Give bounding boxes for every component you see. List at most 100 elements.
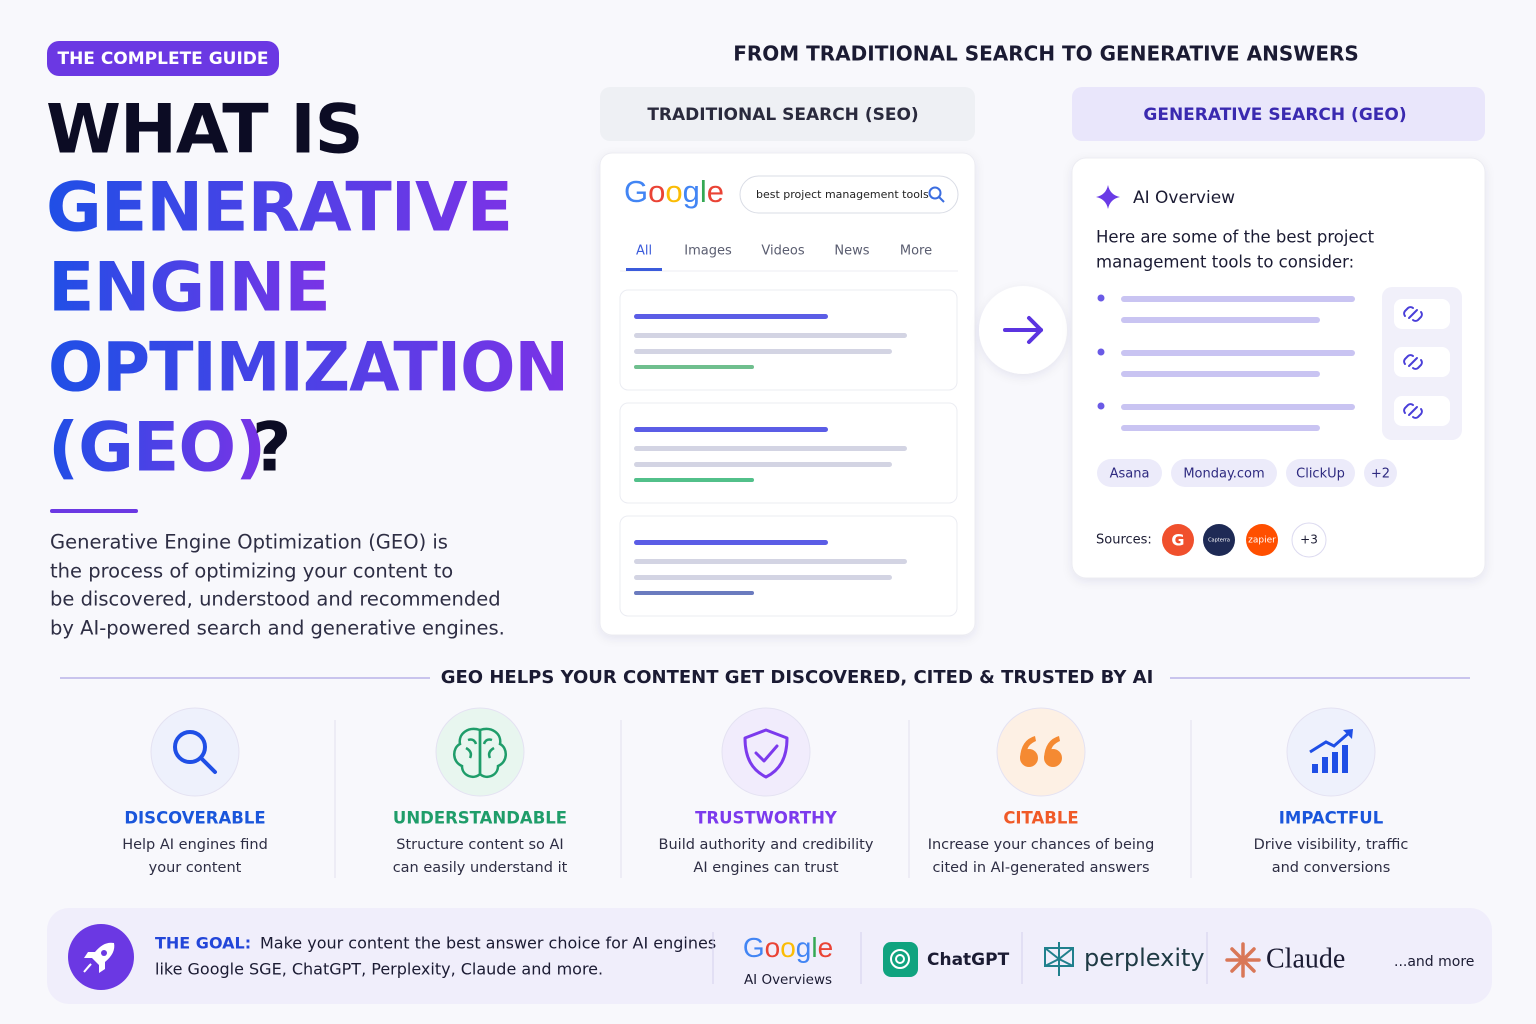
source-icon [1162, 524, 1194, 556]
result-line [634, 591, 754, 595]
result-line [634, 575, 892, 580]
search-tab: Videos [761, 244, 804, 259]
source-name: zapier [1248, 536, 1276, 546]
perplexity-icon [1044, 942, 1074, 976]
result-card [619, 402, 958, 504]
search-tab: All [636, 244, 652, 259]
rocket-icon [83, 942, 115, 973]
description-line: the process of optimizing your content t… [50, 560, 453, 583]
tool-pill [1171, 459, 1277, 487]
answer-line [1121, 371, 1320, 377]
source-icon [1203, 524, 1235, 556]
google-logo: Google [743, 932, 833, 963]
overview-intro: management tools to consider: [1096, 253, 1354, 272]
benefit-text: cited in AI-generated answers [932, 860, 1149, 876]
tool-name: ClickUp [1296, 467, 1345, 482]
arrow-icon [1003, 316, 1043, 344]
benefit-title: CITABLE [1003, 809, 1078, 828]
engine-sub: AI Overviews [744, 972, 832, 988]
title-end: ? [252, 409, 290, 488]
answer-line [1121, 404, 1355, 410]
quote-icon [1020, 736, 1062, 767]
title-underline [50, 509, 138, 513]
search-tab: Images [684, 244, 732, 259]
title-intro: WHAT IS [46, 91, 363, 170]
description-line: by AI-powered search and generative engi… [50, 617, 505, 640]
result-line [634, 427, 828, 432]
chatgpt-icon [883, 942, 918, 977]
result-line [634, 478, 754, 482]
benefits-heading: GEO HELPS YOUR CONTENT GET DISCOVERED, C… [441, 667, 1154, 688]
answer-line [1121, 317, 1320, 323]
title-highlight: OPTIMIZATION [48, 329, 568, 408]
discover-icon [173, 730, 217, 774]
engine-name: ChatGPT [927, 950, 1010, 970]
traditional-label: TRADITIONAL SEARCH (SEO) [647, 105, 918, 125]
title-highlight: ENGINE [48, 249, 330, 328]
benefit-text: can easily understand it [393, 860, 568, 876]
shield-icon [743, 728, 789, 779]
link-icon [1403, 403, 1423, 419]
engine-name: Claude [1266, 943, 1345, 974]
goal-more: ...and more [1394, 954, 1474, 970]
overview-title: AI Overview [1133, 188, 1235, 208]
comparison-heading: FROM TRADITIONAL SEARCH TO GENERATIVE AN… [733, 42, 1359, 66]
bullet [1097, 294, 1105, 302]
badge: THE COMPLETE GUIDE [57, 49, 268, 69]
bullet [1097, 402, 1105, 410]
benefit-text: your content [149, 860, 242, 876]
goal-bar [47, 908, 1492, 1004]
badge-bg [47, 41, 279, 76]
tool-pill [1364, 459, 1397, 487]
benefit-title: TRUSTWORTHY [695, 809, 838, 828]
benefit-text: Build authority and credibility [659, 837, 874, 853]
chart-icon [1309, 729, 1353, 773]
source-name: G [1171, 531, 1184, 550]
bullet [1097, 348, 1105, 356]
description: Generative Engine Optimization (GEO) is … [50, 531, 505, 640]
active-tab-indicator [626, 268, 662, 271]
benefit-text: Increase your chances of being [928, 837, 1155, 853]
result-line [634, 333, 907, 338]
search-tab: News [834, 244, 869, 259]
goal-label: THE GOAL: [155, 934, 251, 953]
benefit-text: and conversions [1272, 860, 1391, 876]
source-more [1291, 522, 1327, 558]
claude-icon [1225, 942, 1261, 978]
result-line [634, 365, 754, 369]
description-line: Generative Engine Optimization (GEO) is [50, 531, 448, 554]
traditional-header [600, 87, 975, 141]
benefit-text: AI engines can trust [693, 860, 838, 876]
chatgpt-knot [890, 949, 910, 969]
generative-label: GENERATIVE SEARCH (GEO) [1143, 105, 1406, 125]
result-line [634, 559, 907, 564]
benefit-icon-bg [721, 707, 811, 797]
description-line: be discovered, understood and recommende… [50, 588, 501, 611]
goal-text: Make your content the best answer choice… [260, 934, 716, 953]
answer-line [1121, 350, 1355, 356]
result-line [634, 349, 892, 354]
overview-intro: Here are some of the best project [1096, 228, 1375, 247]
search-icon [928, 186, 945, 203]
benefit-title: UNDERSTANDABLE [393, 809, 567, 828]
search-query: best project management tools [756, 188, 929, 201]
benefit-title: DISCOVERABLE [124, 809, 265, 828]
tool-name: Monday.com [1183, 467, 1264, 482]
link-icon [1403, 354, 1423, 370]
result-line [634, 462, 892, 467]
link-icon [1403, 306, 1423, 322]
search-box [739, 175, 959, 214]
tool-name: +2 [1371, 467, 1390, 482]
result-line [634, 314, 828, 319]
goal-text: like Google SGE, ChatGPT, Perplexity, Cl… [155, 960, 603, 979]
sparkle-icon [1096, 185, 1120, 209]
answer-line [1121, 425, 1320, 431]
tool-pill [1097, 459, 1162, 487]
benefit-text: Drive visibility, traffic [1254, 837, 1409, 853]
title-highlight: GENERATIVE [46, 169, 512, 248]
benefit-title: IMPACTFUL [1279, 809, 1384, 828]
brain-icon [453, 727, 507, 778]
benefit-icon-bg [150, 707, 240, 797]
traditional-card [599, 152, 976, 636]
tool-pill [1286, 459, 1355, 487]
